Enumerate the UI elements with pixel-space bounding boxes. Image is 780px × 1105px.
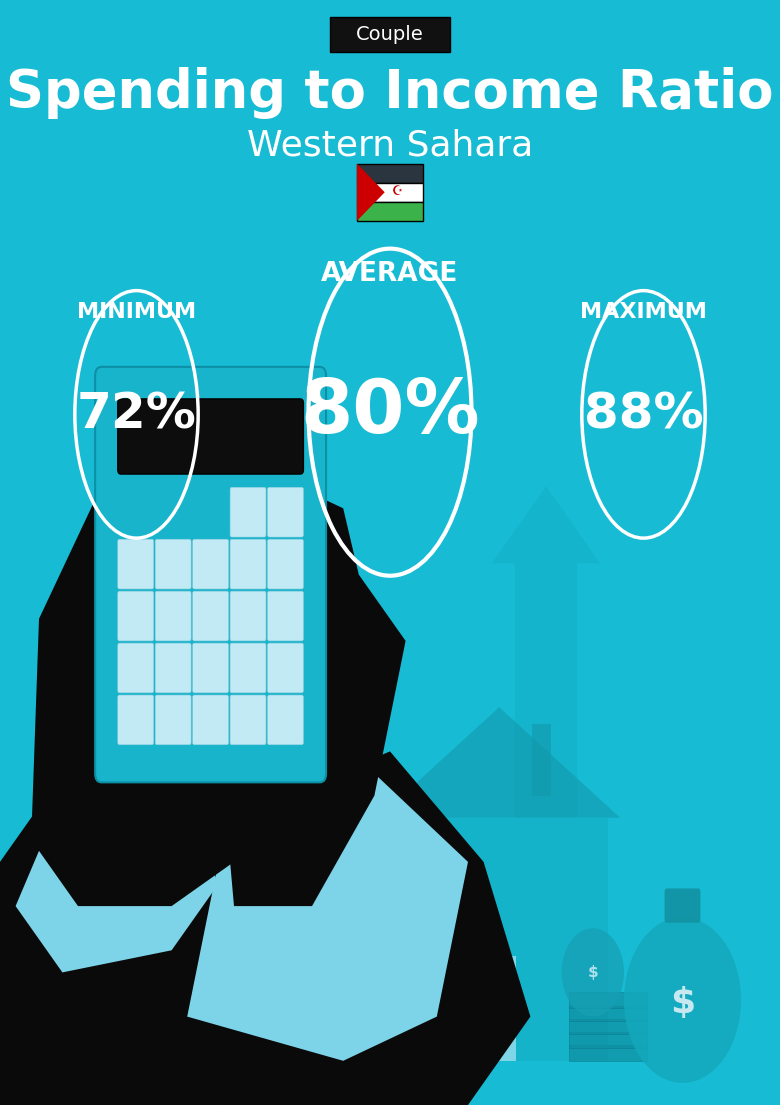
FancyBboxPatch shape <box>118 591 154 641</box>
FancyBboxPatch shape <box>390 818 608 1061</box>
Text: Western Sahara: Western Sahara <box>247 129 533 162</box>
Polygon shape <box>265 486 359 619</box>
Polygon shape <box>211 530 320 796</box>
Polygon shape <box>16 774 218 972</box>
Polygon shape <box>0 751 234 1105</box>
Text: $: $ <box>587 965 598 980</box>
Circle shape <box>624 917 741 1083</box>
Polygon shape <box>31 486 234 906</box>
FancyBboxPatch shape <box>95 367 326 782</box>
FancyBboxPatch shape <box>268 539 303 589</box>
FancyBboxPatch shape <box>193 643 229 693</box>
FancyBboxPatch shape <box>193 591 229 641</box>
FancyBboxPatch shape <box>155 695 191 745</box>
Polygon shape <box>218 575 406 906</box>
FancyBboxPatch shape <box>357 164 423 182</box>
Text: ☪: ☪ <box>392 185 403 198</box>
Polygon shape <box>187 774 468 1061</box>
FancyBboxPatch shape <box>569 1019 647 1034</box>
FancyBboxPatch shape <box>155 539 191 589</box>
Text: 72%: 72% <box>76 390 197 439</box>
FancyBboxPatch shape <box>329 17 451 52</box>
Polygon shape <box>357 164 385 221</box>
FancyBboxPatch shape <box>118 399 303 474</box>
FancyBboxPatch shape <box>569 992 647 1008</box>
Text: 88%: 88% <box>583 390 704 439</box>
Text: Spending to Income Ratio: Spending to Income Ratio <box>6 66 774 119</box>
FancyBboxPatch shape <box>357 182 423 202</box>
Circle shape <box>562 928 624 1017</box>
Text: MAXIMUM: MAXIMUM <box>580 302 707 322</box>
FancyBboxPatch shape <box>193 695 229 745</box>
Text: 80%: 80% <box>300 376 480 449</box>
FancyBboxPatch shape <box>268 695 303 745</box>
FancyBboxPatch shape <box>118 643 154 693</box>
FancyBboxPatch shape <box>268 487 303 537</box>
FancyBboxPatch shape <box>569 1006 647 1021</box>
FancyBboxPatch shape <box>569 1045 647 1061</box>
Polygon shape <box>491 486 601 818</box>
FancyBboxPatch shape <box>155 591 191 641</box>
Polygon shape <box>156 751 530 1105</box>
FancyBboxPatch shape <box>357 202 423 221</box>
Polygon shape <box>378 707 620 818</box>
FancyBboxPatch shape <box>268 591 303 641</box>
Text: Couple: Couple <box>356 25 424 44</box>
FancyBboxPatch shape <box>230 695 266 745</box>
FancyBboxPatch shape <box>230 487 266 537</box>
FancyBboxPatch shape <box>532 724 551 796</box>
FancyBboxPatch shape <box>473 956 516 1061</box>
FancyBboxPatch shape <box>230 591 266 641</box>
Text: AVERAGE: AVERAGE <box>321 261 459 287</box>
FancyBboxPatch shape <box>118 695 154 745</box>
FancyBboxPatch shape <box>155 643 191 693</box>
FancyBboxPatch shape <box>569 1032 647 1048</box>
Text: $: $ <box>670 987 695 1020</box>
FancyBboxPatch shape <box>268 643 303 693</box>
FancyBboxPatch shape <box>193 539 229 589</box>
FancyBboxPatch shape <box>665 888 700 923</box>
Text: MINIMUM: MINIMUM <box>77 302 196 322</box>
FancyBboxPatch shape <box>230 643 266 693</box>
FancyBboxPatch shape <box>118 539 154 589</box>
FancyBboxPatch shape <box>230 539 266 589</box>
